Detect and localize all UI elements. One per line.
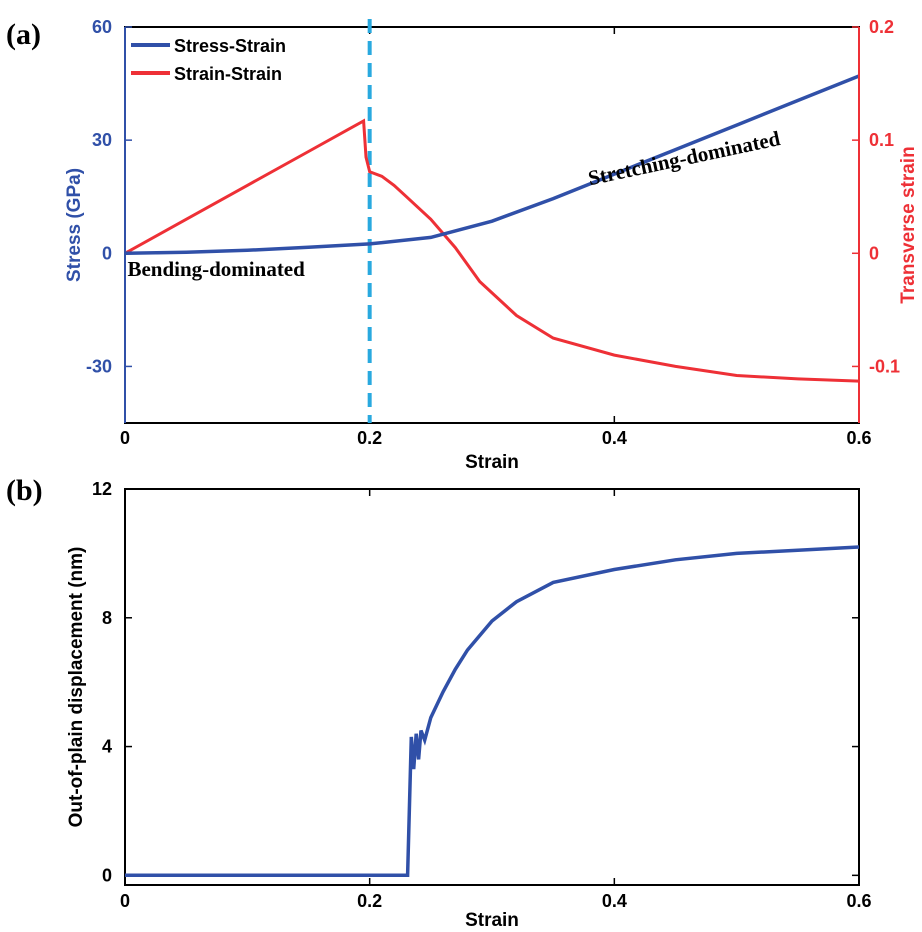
right-y-tick-label: 0.1	[869, 130, 894, 150]
x-tick-label: 0.4	[602, 891, 627, 911]
series-line-strain-strain	[124, 118, 860, 383]
panel-a-plot-frame	[124, 26, 860, 424]
left-y-tick-label: 0	[102, 243, 112, 263]
x-tick-label: 0.6	[846, 891, 871, 911]
y-tick-label: 4	[102, 737, 112, 757]
panel-a-right-axis-label: Transverse strain	[898, 146, 919, 303]
right-y-tick-label: 0	[869, 243, 879, 263]
panel-b-plot-frame	[124, 488, 860, 886]
y-tick-label: 0	[102, 865, 112, 885]
legend: Stress-Strain Strain-Strain	[131, 36, 286, 84]
x-tick-label: 0.2	[357, 428, 382, 448]
x-tick-label: 0.4	[602, 428, 627, 448]
left-y-tick-label: -30	[86, 356, 112, 376]
x-tick-label: 0	[120, 428, 130, 448]
legend-label-stress-strain: Stress-Strain	[174, 36, 286, 56]
annotation-stretching-dominated: Stretching-dominated	[586, 126, 783, 190]
right-y-tick-label: -0.1	[869, 356, 900, 376]
panel-b-y-ticks: 0 4 8 12	[92, 479, 859, 885]
x-tick-label: 0.2	[357, 891, 382, 911]
panel-a-x-axis-label: Strain	[465, 452, 519, 473]
annotation-bending-dominated: Bending-dominated	[127, 257, 305, 281]
x-tick-label: 0	[120, 891, 130, 911]
left-y-tick-label: 30	[92, 130, 112, 150]
y-tick-label: 12	[92, 479, 112, 499]
legend-label-strain-strain: Strain-Strain	[174, 64, 282, 84]
left-y-tick-label: 60	[92, 17, 112, 37]
panel-b-y-axis-label: Out-of-plain displacement (nm)	[66, 547, 87, 828]
x-tick-label: 0.6	[846, 428, 871, 448]
panel-a-left-axis-label: Stress (GPa)	[64, 168, 85, 282]
series-line-stress-strain	[124, 74, 860, 256]
panel-a-right-ticks: -0.1 0 0.1 0.2	[852, 17, 900, 376]
panel-b-label: (b)	[6, 474, 43, 507]
series-line-displacement	[125, 545, 860, 878]
panel-b-x-axis-label: Strain	[465, 910, 519, 931]
panel-a: (a) 0 0.2 0.4 0.6 -30 0 30 60 -0.1 0 0.1 0.2 Bend…	[6, 17, 919, 473]
y-tick-label: 8	[102, 608, 112, 628]
panel-b: (b) 0 0.2 0.4 0.6 0 4 8 12 Strain Out-of-plain…	[6, 474, 872, 931]
panel-b-x-ticks: 0 0.2 0.4 0.6	[120, 489, 872, 911]
right-y-tick-label: 0.2	[869, 17, 894, 37]
panel-a-x-ticks: 0 0.2 0.4 0.6	[120, 27, 872, 448]
panel-a-label: (a)	[6, 18, 41, 51]
